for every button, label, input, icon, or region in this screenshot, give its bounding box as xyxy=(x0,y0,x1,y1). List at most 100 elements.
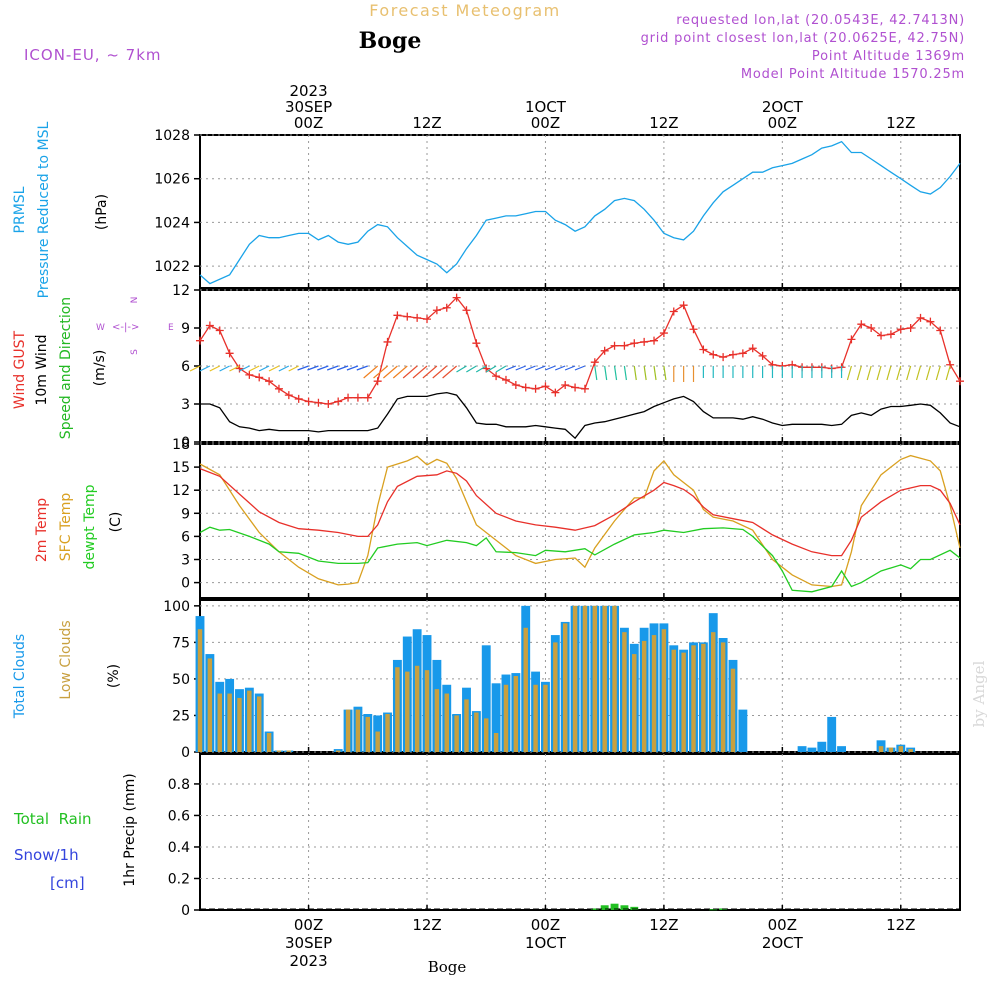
gust-point xyxy=(916,313,925,322)
low-cloud-bar xyxy=(888,747,894,752)
gust-point xyxy=(255,373,264,382)
wind-arrow xyxy=(268,365,280,372)
low-cloud-bar xyxy=(237,697,242,752)
panels: 1022102410261028036912036912151802550751… xyxy=(154,128,961,919)
wind-direction-arrows xyxy=(189,365,951,382)
gust-point xyxy=(659,329,668,338)
gust-point xyxy=(600,346,609,355)
gust-point xyxy=(738,349,747,358)
top-tick-label: 12Z xyxy=(649,114,678,132)
gust-point xyxy=(492,372,501,381)
top-tick-label: 12Z xyxy=(412,114,441,132)
gust-point xyxy=(284,391,293,400)
gust-point xyxy=(926,317,935,326)
gust-point xyxy=(314,398,323,407)
rain-bar xyxy=(610,903,619,910)
pressure-unit: (hPa) xyxy=(94,194,110,230)
gust-point xyxy=(353,393,362,402)
gust-point xyxy=(699,345,708,354)
wind-dir-label: Speed and Direction xyxy=(58,297,74,439)
gust-point xyxy=(847,335,856,344)
compass-icon: W <-|-> E N S xyxy=(96,297,174,355)
low-cloud-bar xyxy=(612,605,617,752)
gust-point xyxy=(511,381,520,389)
precip-frame xyxy=(199,753,961,911)
wind-arrow xyxy=(485,365,497,373)
low-cloud-bar xyxy=(671,649,676,752)
temperature-ytick-label: 15 xyxy=(172,460,190,476)
wind-arrow xyxy=(505,365,517,371)
sfc-label: SFC Temp xyxy=(58,493,74,562)
low-cloud-bar xyxy=(276,750,282,752)
low-cloud-bar xyxy=(908,749,913,752)
grid-point: grid point closest lon,lat (20.0625E, 42… xyxy=(641,31,965,46)
low-cloud-bar xyxy=(266,733,272,752)
low-cloud-bar xyxy=(207,658,213,752)
wind-arrow xyxy=(876,365,882,381)
compass-north: N xyxy=(130,297,140,304)
low-cloud-bar xyxy=(533,684,538,752)
gust-point xyxy=(936,326,945,335)
rain-bar xyxy=(600,905,609,910)
wind-arrow xyxy=(258,365,270,372)
chart-title: Forecast Meteogram xyxy=(369,1,560,20)
wind-unit: (m/s) xyxy=(92,350,108,387)
precip-ylabel: 1hr Precip (mm) xyxy=(122,773,138,886)
top-tick-label: 2OCT xyxy=(762,98,804,116)
temperature-ytick-label: 9 xyxy=(181,506,190,522)
wind-arrow xyxy=(906,365,912,381)
bottom-tick-label: 00Z xyxy=(768,916,797,934)
wind-arrow xyxy=(336,365,349,371)
wind-arrow xyxy=(653,365,657,381)
compass-south: S xyxy=(130,349,140,355)
gust-point xyxy=(265,377,274,386)
snow-label: Snow/1h xyxy=(14,846,79,864)
low-cloud-bar xyxy=(691,645,696,752)
bottom-tick-label: 12Z xyxy=(649,916,678,934)
gust-point xyxy=(225,349,234,358)
wind-arrow xyxy=(515,365,526,371)
rain-bar xyxy=(630,906,639,910)
rain-bar xyxy=(620,905,629,910)
low-cloud-bar xyxy=(572,605,578,752)
precip-labels: Total Rain Snow/1h [cm] 1hr Precip (mm) xyxy=(13,773,138,892)
gust-point xyxy=(630,339,639,348)
low-cloud-bar xyxy=(355,709,361,752)
cloud-bars xyxy=(195,605,916,752)
low-cloud-bar xyxy=(444,693,449,752)
wind-ytick-label: 3 xyxy=(181,397,190,413)
wind-ytick-label: 6 xyxy=(181,359,190,375)
gust-point xyxy=(758,351,767,360)
low-cloud-bar xyxy=(493,733,499,752)
bottom-tick-label: 12Z xyxy=(412,916,441,934)
low-cloud-bar xyxy=(257,696,262,752)
clouds-frame xyxy=(199,599,961,753)
temperature-ytick-label: 3 xyxy=(181,553,190,569)
gust-label: Wind GUST xyxy=(12,330,28,409)
model-label: ICON-EU, ~ 7km xyxy=(24,46,162,64)
low-cloud-bar xyxy=(720,642,726,752)
low-cloud-bar xyxy=(405,671,410,752)
clouds-ytick-label: 75 xyxy=(172,635,190,651)
low-cloud-bar xyxy=(602,605,607,752)
precip-ytick-label: 0.6 xyxy=(168,808,190,824)
gust-point xyxy=(423,315,432,324)
wind-labels: Wind GUST 10m Wind Speed and Direction (… xyxy=(12,297,174,440)
wind-arrow xyxy=(189,365,201,372)
rain-bar xyxy=(709,909,718,911)
requested-point: requested lon,lat (20.0543E, 42.7413N) xyxy=(676,13,965,28)
temperature-ytick-label: 18 xyxy=(172,437,190,453)
low-cloud-bar xyxy=(651,635,657,752)
top-tick-label: 2023 xyxy=(289,82,327,100)
gust-point xyxy=(363,393,372,402)
precip-ytick-label: 0 xyxy=(181,903,190,919)
low-cloud-bar xyxy=(365,716,371,752)
gust-point xyxy=(472,339,481,348)
wind-arrow xyxy=(442,365,458,379)
gust-point xyxy=(196,336,204,345)
total-cloud-bar xyxy=(827,716,837,752)
wind-arrow xyxy=(248,365,260,372)
precip-panel: 0 0.2 0.4 0.6 0.8 xyxy=(168,753,961,919)
wind-label: 10m Wind xyxy=(34,334,50,405)
